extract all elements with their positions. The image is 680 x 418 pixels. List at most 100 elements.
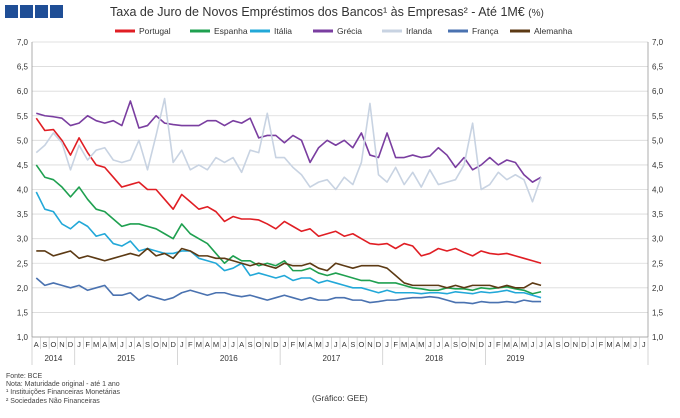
x-month-label: A: [34, 340, 39, 349]
y-tick-label-right: 4,0: [652, 186, 664, 195]
y-tick-label-right: 7,0: [652, 38, 664, 47]
x-month-label: N: [59, 340, 64, 349]
x-month-label: F: [496, 340, 501, 349]
x-month-label: J: [385, 340, 389, 349]
logo-block-1: [5, 5, 18, 18]
x-month-label: J: [531, 340, 535, 349]
series-line-alemanha: [36, 247, 542, 289]
y-tick-label-right: 1,5: [652, 308, 664, 317]
x-month-label: A: [616, 340, 621, 349]
legend-label: Grécia: [337, 26, 362, 36]
x-month-label: S: [350, 340, 355, 349]
logo-block-3: [35, 5, 48, 18]
x-month-label: O: [358, 340, 364, 349]
y-tick-label-left: 5,5: [17, 112, 29, 121]
x-month-label: N: [470, 340, 475, 349]
x-month-label: J: [129, 340, 133, 349]
y-tick-label-right: 5,5: [652, 112, 664, 121]
x-month-label: J: [437, 340, 441, 349]
footnote-2: ² Sociedades Não Financeiras: [6, 397, 100, 405]
x-month-label: A: [513, 340, 518, 349]
x-month-label: M: [623, 340, 629, 349]
chart-title-text: Taxa de Juro de Novos Empréstimos dos Ba…: [110, 5, 525, 19]
x-year-label: 2018: [425, 354, 443, 363]
x-month-label: O: [256, 340, 262, 349]
x-month-label: A: [239, 340, 244, 349]
x-month-label: A: [102, 340, 107, 349]
x-month-label: S: [248, 340, 253, 349]
legend-label: Espanha: [214, 26, 248, 36]
y-tick-label-left: 2,0: [17, 284, 29, 293]
footnote-1: ¹ Instituições Financeiras Monetárias: [6, 389, 120, 397]
x-month-label: S: [453, 340, 458, 349]
x-month-label: M: [298, 340, 304, 349]
legend-label: Irlanda: [406, 26, 432, 36]
x-month-label: D: [478, 340, 484, 349]
x-month-label: N: [265, 340, 270, 349]
x-month-label: J: [283, 340, 287, 349]
x-month-label: M: [315, 340, 321, 349]
maturity-note: Nota: Maturidade original - até 1 ano: [6, 381, 120, 389]
x-month-label: M: [521, 340, 527, 349]
y-tick-label-right: 6,5: [652, 63, 664, 72]
chart-title: Taxa de Juro de Novos Empréstimos dos Ba…: [110, 5, 544, 19]
y-tick-label-left: 6,0: [17, 87, 29, 96]
x-month-label: F: [291, 340, 296, 349]
x-month-label: M: [213, 340, 219, 349]
x-month-label: J: [633, 340, 637, 349]
x-month-label: J: [334, 340, 338, 349]
y-tick-label-right: 1,0: [652, 333, 664, 342]
x-month-label: O: [50, 340, 56, 349]
x-month-label: J: [642, 340, 646, 349]
x-month-label: O: [564, 340, 570, 349]
legend-label: Portugal: [139, 26, 171, 36]
y-tick-label-left: 2,5: [17, 259, 29, 268]
y-tick-label-right: 3,0: [652, 235, 664, 244]
y-tick-label-left: 3,0: [17, 235, 29, 244]
series-line-irlanda: [35, 97, 542, 203]
legend-label: Alemanha: [534, 26, 573, 36]
line-chart: 1,0 1,0 1,5 1,5 2,0 2,0 2,5 2,5 3,0 3,0 3,5 3,5 4,0 4…: [17, 26, 664, 365]
x-month-label: N: [162, 340, 167, 349]
x-month-label: J: [180, 340, 184, 349]
x-month-label: S: [556, 340, 561, 349]
logo-block-2: [20, 5, 33, 18]
legend-label: França: [472, 26, 499, 36]
source-note: Fonte: BCE: [6, 373, 43, 380]
x-month-label: A: [308, 340, 313, 349]
x-month-label: J: [223, 340, 227, 349]
series-line-grécia: [36, 100, 542, 183]
y-tick-label-right: 5,0: [652, 136, 664, 145]
series-line-frança: [35, 277, 542, 305]
y-tick-label-left: 5,0: [17, 136, 29, 145]
x-month-label: M: [504, 340, 510, 349]
x-month-label: O: [461, 340, 467, 349]
x-month-label: J: [120, 340, 124, 349]
x-month-label: N: [573, 340, 578, 349]
y-tick-label-left: 3,5: [17, 210, 29, 219]
x-month-label: F: [85, 340, 90, 349]
y-tick-label-left: 7,0: [17, 38, 29, 47]
x-year-label: 2014: [44, 354, 62, 363]
x-month-label: D: [376, 340, 382, 349]
x-month-label: A: [444, 340, 449, 349]
x-year-label: 2016: [220, 354, 238, 363]
series-line-itália: [35, 191, 542, 299]
x-month-label: J: [231, 340, 235, 349]
x-month-label: J: [488, 340, 492, 349]
x-month-label: S: [145, 340, 150, 349]
x-month-label: A: [410, 340, 415, 349]
x-month-label: N: [367, 340, 372, 349]
x-month-label: A: [136, 340, 141, 349]
y-tick-label-right: 2,0: [652, 284, 664, 293]
x-month-label: F: [599, 340, 604, 349]
y-tick-label-left: 4,0: [17, 186, 29, 195]
x-month-label: D: [170, 340, 176, 349]
x-month-label: F: [393, 340, 398, 349]
x-month-label: M: [401, 340, 407, 349]
y-tick-label-right: 6,0: [652, 87, 664, 96]
x-month-label: D: [581, 340, 587, 349]
legend-label: Itália: [274, 26, 292, 36]
x-month-label: A: [342, 340, 347, 349]
x-month-label: M: [110, 340, 116, 349]
